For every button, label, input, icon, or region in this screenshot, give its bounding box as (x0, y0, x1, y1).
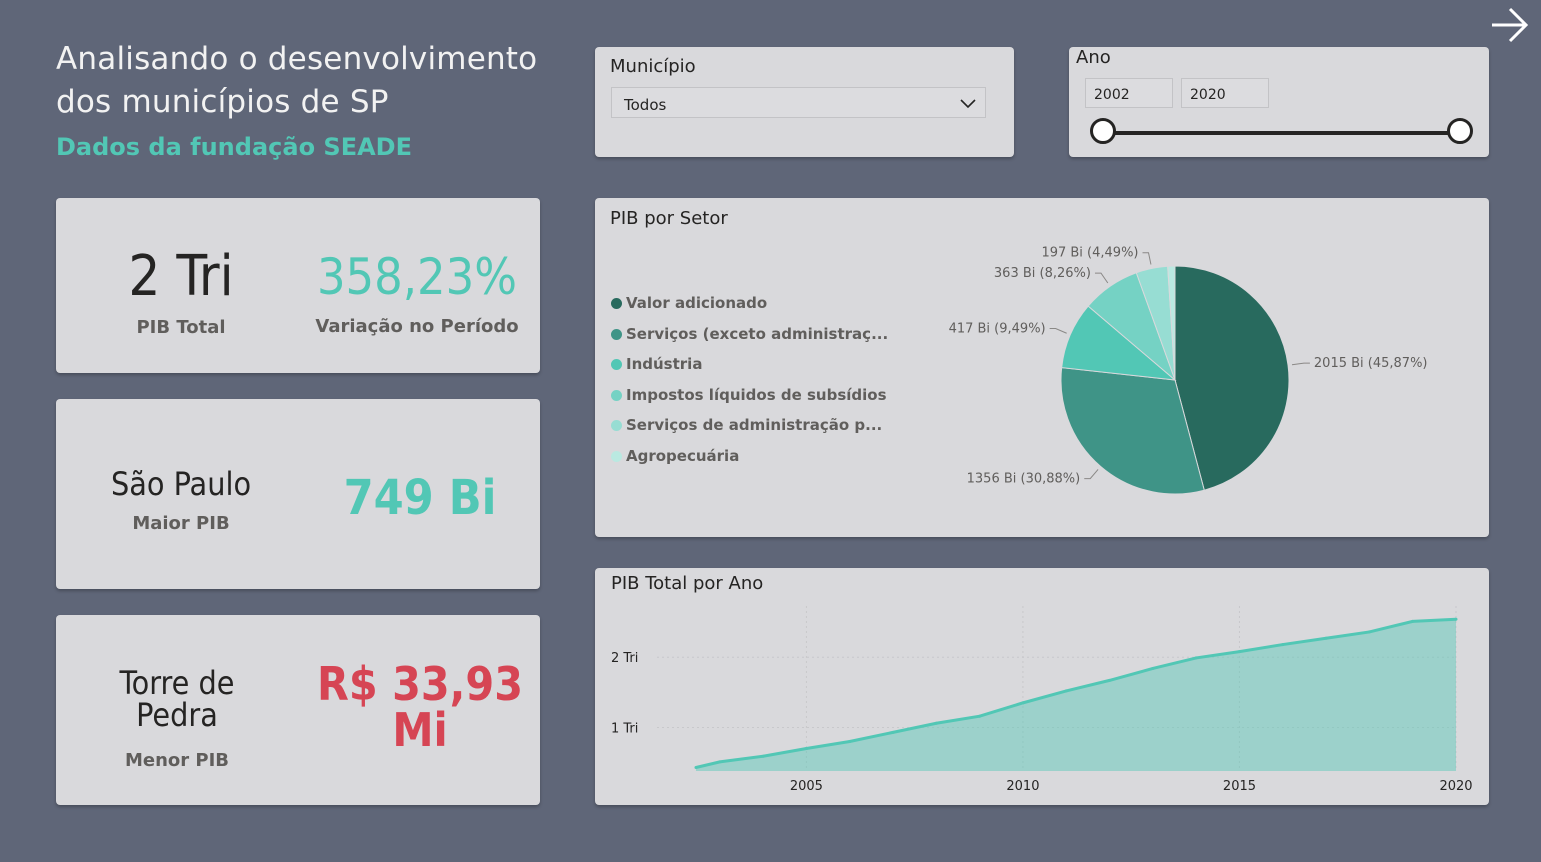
data-point[interactable] (1151, 666, 1155, 670)
data-point[interactable] (761, 754, 765, 758)
pie-data-label: 1356 Bi (30,88%) (967, 472, 1081, 487)
legend-item[interactable]: Valor adicionado (611, 294, 767, 312)
area-chart: 2005 2010 2015 2020 1 Tri 2 Tri (611, 606, 1473, 794)
x-tick-label: 2020 (1439, 779, 1472, 794)
menor-pib-municipio: Torre de Pedra (119, 664, 235, 734)
menor-pib-label: Menor PIB (124, 750, 230, 771)
pie-chart: 2015 Bi (45,87%) 1356 Bi (30,88%) 417 Bi (… (949, 246, 1428, 495)
x-tick-label: 2010 (1006, 779, 1039, 794)
legend-swatch (611, 328, 622, 340)
data-point[interactable] (1367, 630, 1371, 634)
pie-slice[interactable] (1167, 265, 1176, 381)
maior-pib-municipio: São Paulo (110, 465, 252, 503)
legend-swatch (611, 420, 622, 431)
legend-swatch (611, 359, 622, 370)
legend-item[interactable]: Indústria (611, 355, 702, 373)
data-point[interactable] (891, 730, 895, 734)
pie-leader-line (1049, 328, 1067, 334)
data-point[interactable] (1237, 650, 1241, 654)
data-point[interactable] (1324, 636, 1328, 640)
legend-item[interactable]: Agropecuária (611, 447, 739, 465)
pie-leader-line (1094, 272, 1109, 284)
x-tick-label: 2015 (1223, 779, 1256, 794)
municipio-dropdown[interactable]: Todos (611, 87, 986, 118)
municipio-selected-value: Todos (624, 96, 667, 114)
pib-total-label: PIB Total (136, 317, 226, 338)
data-point[interactable] (1194, 656, 1198, 660)
kpi-card-maior-pib: São Paulo Maior PIB 749 Bi (56, 399, 540, 589)
ano-slider-start-handle[interactable] (1090, 118, 1116, 144)
x-tick-label: 2005 (790, 779, 823, 794)
pie-data-label: 363 Bi (8,26%) (994, 266, 1091, 281)
pie-data-label: 197 Bi (4,49%) (1041, 246, 1138, 261)
data-point[interactable] (934, 721, 938, 725)
y-tick-label: 2 Tri (611, 651, 638, 666)
area-chart-title: PIB Total por Ano (611, 573, 764, 594)
variacao-value: 358,23% (316, 248, 518, 306)
legend-label: Impostos líquidos de subsídios (626, 385, 887, 404)
menor-pib-value: R$ 33,93 Mi (317, 657, 523, 757)
page-subtitle: Dados da fundação SEADE (56, 133, 412, 161)
pie-data-label: 2015 Bi (45,87%) (1314, 356, 1428, 371)
variacao-label: Variação no Período (315, 316, 519, 337)
legend-label: Valor adicionado (626, 294, 768, 312)
ano-end-input[interactable]: 2020 (1181, 78, 1269, 108)
data-point[interactable] (1064, 689, 1068, 693)
legend-item[interactable]: Serviços (exceto administraç... (611, 325, 888, 343)
legend-item[interactable]: Serviços de administração p... (611, 416, 882, 434)
pie-slice[interactable] (1060, 367, 1205, 495)
pie-data-label: 417 Bi (9,49%) (949, 322, 1046, 337)
data-point[interactable] (718, 760, 722, 764)
area-chart-card: PIB Total por Ano 2005 2010 2015 2020 1 Tri 2… (595, 568, 1489, 805)
pie-slice[interactable] (1174, 265, 1290, 491)
data-point[interactable] (848, 740, 852, 743)
municipio-label: Município (610, 56, 696, 77)
arrow-right-icon[interactable] (1488, 4, 1530, 46)
legend-label: Agropecuária (626, 446, 740, 465)
maior-pib-value: 749 Bi (343, 470, 497, 526)
legend-label: Indústria (626, 355, 703, 373)
legend-label: Serviços (exceto administraç... (626, 324, 889, 343)
data-point[interactable] (804, 747, 808, 751)
legend-swatch (611, 298, 622, 309)
pie-leader-line (1142, 252, 1152, 265)
pie-leader-line (1084, 469, 1099, 480)
chevron-down-icon (960, 99, 976, 109)
ano-slicer: Ano 2002 2020 (1069, 47, 1489, 157)
data-point[interactable] (1021, 701, 1025, 705)
ano-label: Ano (1076, 47, 1111, 68)
data-point[interactable] (694, 765, 698, 769)
data-point[interactable] (1108, 678, 1112, 682)
maior-pib-label: Maior PIB (132, 513, 230, 534)
kpi-card-pib-total: 2 Tri PIB Total 358,23% Variação no Perí… (56, 198, 540, 373)
pie-leader-line (1291, 362, 1310, 366)
area-fill (695, 619, 1456, 771)
data-point[interactable] (1411, 619, 1415, 623)
ano-slider-track[interactable] (1103, 131, 1459, 135)
kpi-card-menor-pib: Torre de Pedra Menor PIB R$ 33,93 Mi (56, 615, 540, 805)
data-point[interactable] (978, 714, 982, 718)
legend-swatch (611, 450, 622, 462)
legend-label: Serviços de administração p... (626, 416, 883, 434)
legend-item[interactable]: Impostos líquidos de subsídios (611, 386, 887, 404)
data-point[interactable] (1454, 617, 1458, 621)
pib-total-value: 2 Tri (128, 244, 234, 309)
y-tick-label: 1 Tri (611, 721, 638, 736)
municipio-slicer: Município Todos (595, 47, 1014, 157)
data-point[interactable] (1281, 643, 1285, 647)
pie-chart-title: PIB por Setor (610, 208, 728, 229)
pie-chart-card: PIB por Setor Valor adicionado Serviços (… (595, 198, 1489, 537)
legend-swatch (611, 389, 622, 401)
page-title: Analisando o desenvolvimento dos municíp… (56, 41, 538, 120)
ano-slider-end-handle[interactable] (1447, 118, 1473, 144)
ano-start-input[interactable]: 2002 (1085, 78, 1173, 108)
